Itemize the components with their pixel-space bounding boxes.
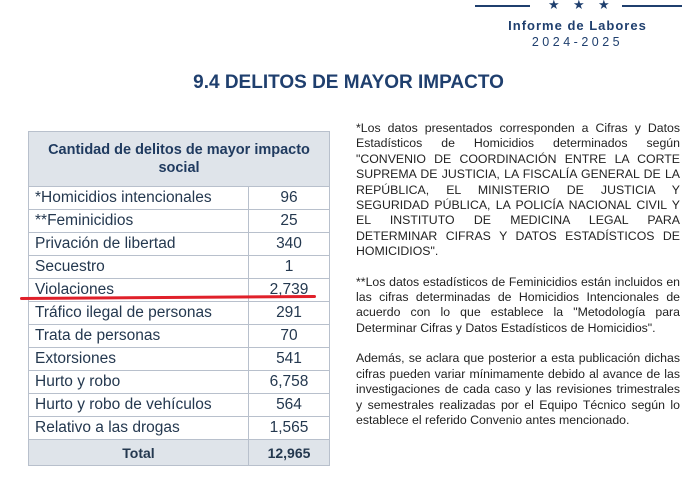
- crime-count: 541: [248, 347, 330, 371]
- crime-count: 70: [248, 324, 330, 348]
- table-row: **Feminicidios 25: [28, 209, 330, 233]
- crime-count: 6,758: [248, 370, 330, 394]
- table-row: Secuestro 1: [28, 255, 330, 279]
- table-row: Extorsiones 541: [28, 347, 330, 371]
- star-icon: ★: [548, 0, 560, 12]
- table-row: Tráfico ilegal de personas 291: [28, 301, 330, 325]
- crime-label: Hurto y robo de vehículos: [28, 393, 249, 417]
- crime-label: **Feminicidios: [28, 209, 249, 233]
- crime-label: *Homicidios intencionales: [28, 186, 249, 210]
- crime-label: Extorsiones: [28, 347, 249, 371]
- notes: *Los datos presentados corresponden a Ci…: [356, 121, 680, 443]
- crime-count: 564: [248, 393, 330, 417]
- report-years: 2024-2025: [531, 35, 624, 49]
- crime-label: Tráfico ilegal de personas: [28, 301, 249, 325]
- crime-count: 291: [248, 301, 330, 325]
- crime-label: Trata de personas: [28, 324, 249, 348]
- table-row: Hurto y robo 6,758: [28, 370, 330, 394]
- table-row: Hurto y robo de vehículos 564: [28, 393, 330, 417]
- crime-count: 1: [248, 255, 330, 279]
- crime-label: Hurto y robo: [28, 370, 249, 394]
- table-row: Relativo a las drogas 1,565: [28, 416, 330, 440]
- star-icon: ★: [598, 0, 610, 12]
- total-label: Total: [28, 439, 249, 466]
- star-icon: ★: [573, 0, 585, 12]
- stars-decoration: ★ ★ ★: [470, 0, 685, 12]
- crime-count: 96: [248, 186, 330, 210]
- total-value: 12,965: [248, 439, 330, 466]
- crime-count: 25: [248, 209, 330, 233]
- note-disclaimer: Además, se aclara que posterior a esta p…: [356, 351, 680, 427]
- table-row: Privación de libertad 340: [28, 232, 330, 256]
- total-row: Total 12,965: [28, 439, 330, 466]
- crime-count: 340: [248, 232, 330, 256]
- crime-label: Secuestro: [28, 255, 249, 279]
- crimes-table: Cantidad de delitos de mayor impacto soc…: [28, 131, 330, 466]
- section-title: 9.4 DELITOS DE MAYOR IMPACTO: [193, 72, 504, 93]
- table-row: *Homicidios intencionales 96: [28, 186, 330, 210]
- report-header: ★ ★ ★ Informe de Labores 2024-2025: [470, 0, 685, 49]
- crime-count: 1,565: [248, 416, 330, 440]
- crime-label: Relativo a las drogas: [28, 416, 249, 440]
- crime-label: Privación de libertad: [28, 232, 249, 256]
- table-heading: Cantidad de delitos de mayor impacto soc…: [28, 131, 330, 187]
- note-feminicides: **Los datos estadísticos de Feminicidios…: [356, 274, 680, 335]
- note-homicides: *Los datos presentados corresponden a Ci…: [356, 121, 680, 259]
- report-name: Informe de Labores: [508, 18, 647, 33]
- table-row: Trata de personas 70: [28, 324, 330, 348]
